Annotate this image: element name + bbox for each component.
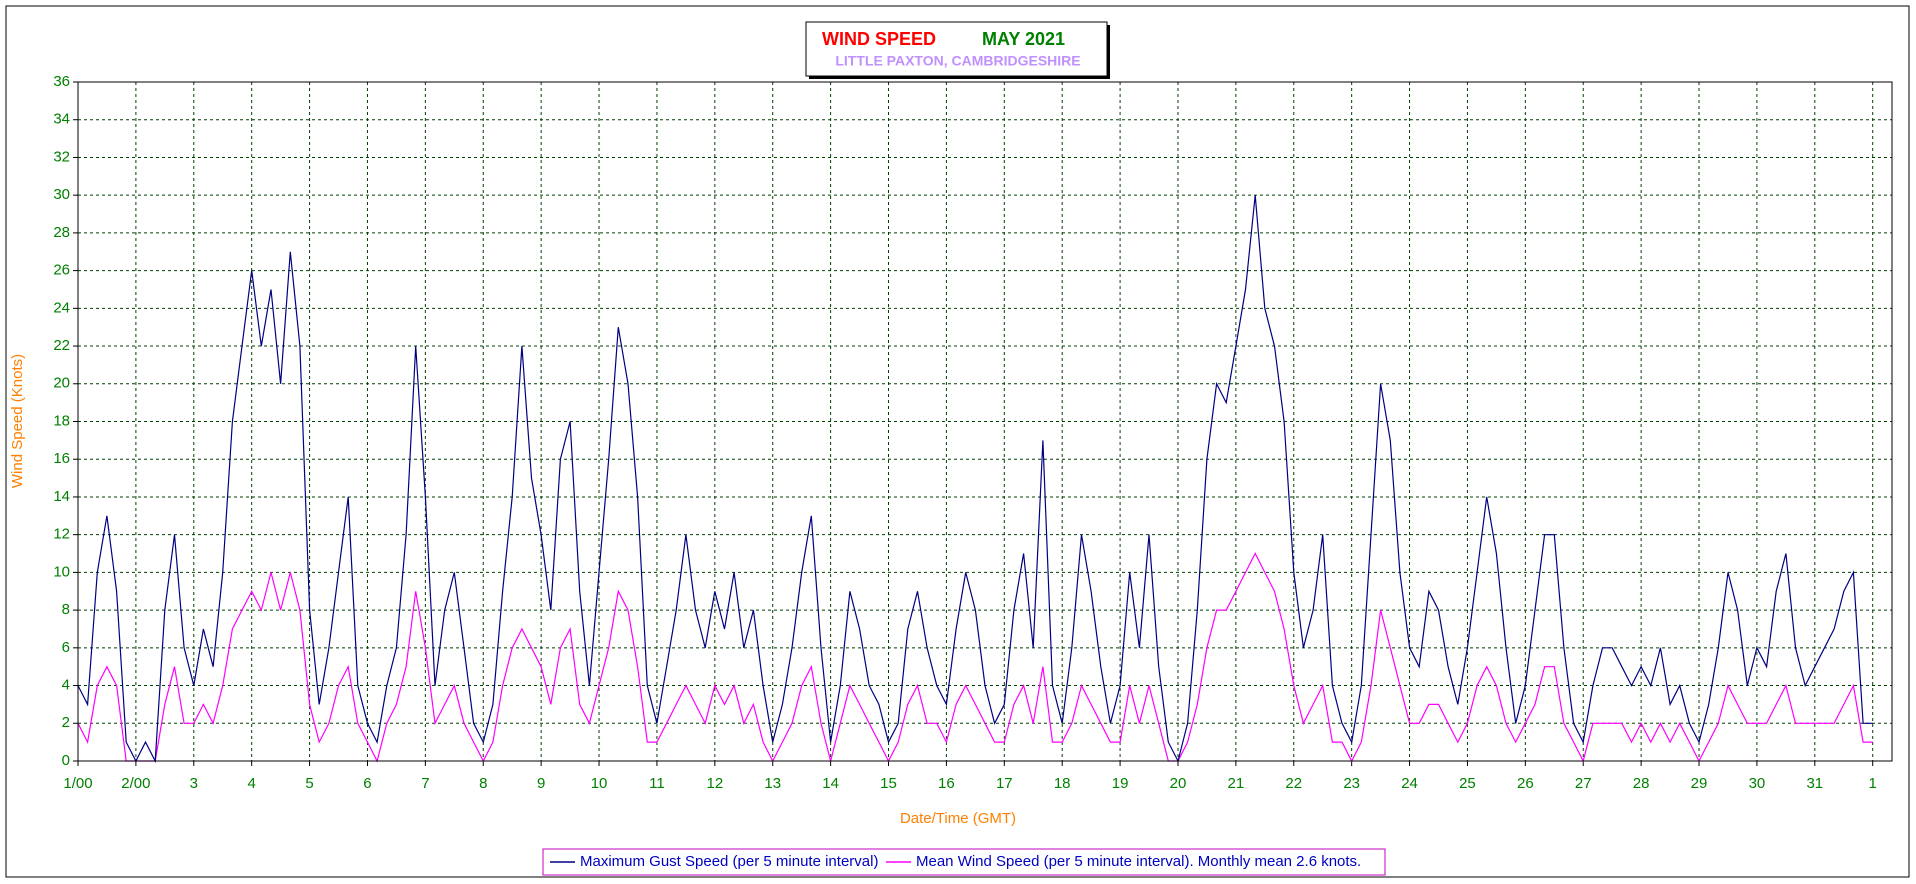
y-tick-label: 30: [53, 186, 70, 203]
x-tick-label: 23: [1343, 775, 1360, 792]
x-tick-label: 9: [537, 775, 545, 792]
x-tick-label: 13: [764, 775, 781, 792]
y-tick-label: 34: [53, 111, 70, 128]
chart-title: WIND SPEED: [822, 29, 936, 49]
series-line: [77, 195, 1873, 764]
y-tick-label: 22: [53, 337, 70, 354]
x-tick-label: 20: [1170, 775, 1187, 792]
x-tick-label: 30: [1749, 775, 1766, 792]
x-tick-label: 1: [1869, 775, 1877, 792]
y-tick-label: 10: [53, 563, 70, 580]
chart-subtitle: LITTLE PAXTON, CAMBRIDGESHIRE: [835, 53, 1080, 69]
y-tick-label: 20: [53, 375, 70, 392]
plot-border: [77, 81, 1893, 762]
legend-box: [542, 848, 1386, 876]
y-tick-label: 4: [62, 677, 70, 694]
y-tick-label: 8: [62, 601, 70, 618]
chart-period: MAY 2021: [982, 29, 1065, 49]
x-tick-label: 1/00: [63, 775, 92, 792]
y-tick-label: 28: [53, 224, 70, 241]
y-tick-label: 32: [53, 148, 70, 165]
x-tick-label: 11: [649, 775, 665, 792]
x-tick-label: 12: [706, 775, 723, 792]
title-box: [805, 21, 1108, 77]
y-tick-label: 36: [53, 73, 70, 90]
y-tick-label: 2: [62, 714, 70, 731]
y-tick-label: 6: [62, 639, 70, 656]
x-tick-label: 25: [1459, 775, 1476, 792]
x-tick-label: 19: [1112, 775, 1129, 792]
x-tick-label: 6: [363, 775, 371, 792]
y-tick-label: 16: [53, 450, 70, 467]
x-tick-label: 26: [1517, 775, 1534, 792]
x-tick-label: 31: [1806, 775, 1823, 792]
x-tick-label: 3: [190, 775, 198, 792]
x-axis-label: Date/Time (GMT): [900, 810, 1016, 827]
x-tick-label: 10: [591, 775, 608, 792]
y-axis-label: Wind Speed (Knots): [9, 354, 26, 488]
y-tick-label: 12: [53, 526, 70, 543]
x-tick-label: 18: [1054, 775, 1071, 792]
legend-label: Mean Wind Speed (per 5 minute interval).…: [916, 853, 1361, 870]
y-tick-label: 18: [53, 412, 70, 429]
x-tick-label: 7: [421, 775, 429, 792]
x-tick-label: 28: [1633, 775, 1650, 792]
x-tick-label: 29: [1691, 775, 1708, 792]
x-tick-label: 14: [822, 775, 839, 792]
x-tick-label: 5: [305, 775, 313, 792]
x-tick-label: 2/00: [121, 775, 150, 792]
y-tick-label: 0: [62, 752, 70, 769]
x-tick-label: 27: [1575, 775, 1592, 792]
x-tick-label: 4: [248, 775, 256, 792]
y-tick-label: 14: [53, 488, 70, 505]
x-tick-label: 17: [996, 775, 1013, 792]
y-tick-label: 26: [53, 262, 70, 279]
x-tick-label: 8: [479, 775, 487, 792]
x-tick-label: 15: [880, 775, 897, 792]
x-tick-label: 21: [1228, 775, 1245, 792]
x-tick-label: 16: [938, 775, 955, 792]
x-tick-label: 22: [1285, 775, 1302, 792]
legend-label: Maximum Gust Speed (per 5 minute interva…: [580, 853, 878, 870]
y-tick-label: 24: [53, 299, 70, 316]
x-tick-label: 24: [1401, 775, 1418, 792]
